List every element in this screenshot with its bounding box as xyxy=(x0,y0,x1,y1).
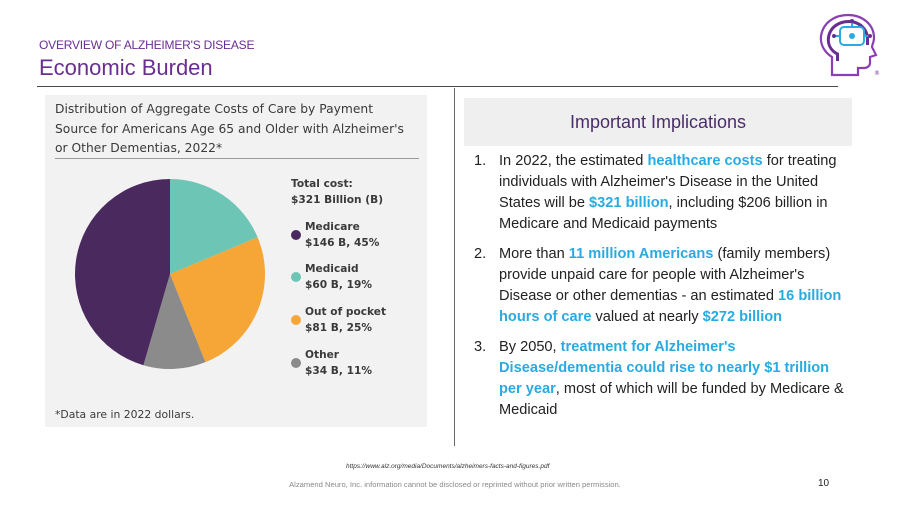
total-cost-value: $321 Billion (B) xyxy=(291,194,384,206)
implication-text: , most of which will be funded by Medica… xyxy=(499,381,844,418)
pie-slice-medicare xyxy=(74,179,170,366)
highlight-text: 11 million Americans xyxy=(568,246,714,262)
legend-label: Medicare $146 B, 45% xyxy=(305,220,379,251)
implication-number: 1. xyxy=(474,153,487,169)
legend-label: Medicaid $60 B, 19% xyxy=(305,262,372,293)
legend-series-name: Out of pocket xyxy=(305,306,387,318)
implication-number: 3. xyxy=(474,339,487,355)
page-number: 10 xyxy=(818,478,830,489)
implication-item: 3. By 2050, treatment for Alzheimer's Dis… xyxy=(474,337,849,421)
implication-text: , including $206 billion in Medicare and… xyxy=(499,195,828,232)
column-divider xyxy=(454,88,455,446)
implication-number: 2. xyxy=(474,246,487,262)
implication-text: for treating individuals with Alzheimer'… xyxy=(499,153,837,211)
figure-footnote: *Data are in 2022 dollars. xyxy=(55,408,195,421)
implication-text: By 2050, xyxy=(499,339,561,355)
implications-title: Important Implications xyxy=(569,112,747,132)
total-cost-caption: Total cost: xyxy=(291,178,353,190)
total-cost-label: Total cost: $321 Billion (B) xyxy=(291,176,383,208)
highlight-text: $321 billion xyxy=(589,195,669,211)
pie-slice-medicaid xyxy=(170,179,258,274)
highlight-text: treatment for Alzheimer's Disease/dement… xyxy=(499,339,830,397)
highlight-text: $272 billion xyxy=(702,309,783,325)
pie-slice-other xyxy=(143,274,206,369)
legend-series-name: Other xyxy=(305,349,340,361)
legend-series-value: $146 B, 45% xyxy=(305,236,380,249)
section-kicker: OVERVIEW OF ALZHEIMER'S DISEASE xyxy=(39,38,255,52)
figure-heading-line: Distribution of Aggregate Costs of Care … xyxy=(55,102,374,116)
legend-swatch xyxy=(291,230,301,240)
legend-series-value: $81 B, 25% xyxy=(305,321,372,334)
legend-swatch xyxy=(291,315,301,325)
implication-item: 2. More than 11 million Americans (family… xyxy=(474,244,849,328)
legend-swatch xyxy=(291,272,301,282)
confidentiality-notice: Alzamend Neuro, Inc. information cannot … xyxy=(289,480,621,489)
pie-slice-out-of-pocket xyxy=(170,237,265,363)
source-citation: https://www.alz.org/media/Documents/alzh… xyxy=(346,463,550,470)
highlight-text: 16 billion hours of care xyxy=(499,288,842,325)
registered-mark: ® xyxy=(874,70,880,77)
legend-label: Out of pocket $81 B, 25% xyxy=(305,305,386,336)
implications-header: Important Implications xyxy=(464,98,852,146)
cost-pie-chart xyxy=(74,179,265,369)
figure-heading-line: Source for Americans Age 65 and Older wi… xyxy=(55,121,404,136)
figure-heading: Distribution of Aggregate Costs of Care … xyxy=(55,100,420,159)
implication-text: More than xyxy=(499,246,569,262)
implications-list: 1. In 2022, the estimated healthcare cost… xyxy=(474,151,849,430)
cost-figure-panel: Distribution of Aggregate Costs of Care … xyxy=(45,95,427,427)
figure-heading-divider xyxy=(55,158,419,159)
figure-heading-line: or Other Dementias, 2022* xyxy=(55,141,223,155)
implication-item: 1. In 2022, the estimated healthcare cost… xyxy=(474,151,849,235)
implication-text: valued at nearly xyxy=(591,309,703,325)
legend-series-value: $60 B, 19% xyxy=(305,278,372,291)
highlight-text: healthcare costs xyxy=(647,153,763,169)
legend-series-name: Medicaid xyxy=(305,263,359,275)
legend-swatch xyxy=(291,358,301,368)
title-divider xyxy=(37,86,838,87)
page-title: Economic Burden xyxy=(39,55,213,80)
head-brain-circuit-icon: ® xyxy=(819,13,880,77)
implication-text: In 2022, the estimated xyxy=(499,153,648,169)
implication-text: (family members) provide unpaid care for… xyxy=(499,246,831,304)
legend-series-name: Medicare xyxy=(305,221,360,233)
legend-series-value: $34 B, 11% xyxy=(305,364,372,377)
legend-label: Other $34 B, 11% xyxy=(305,348,372,379)
